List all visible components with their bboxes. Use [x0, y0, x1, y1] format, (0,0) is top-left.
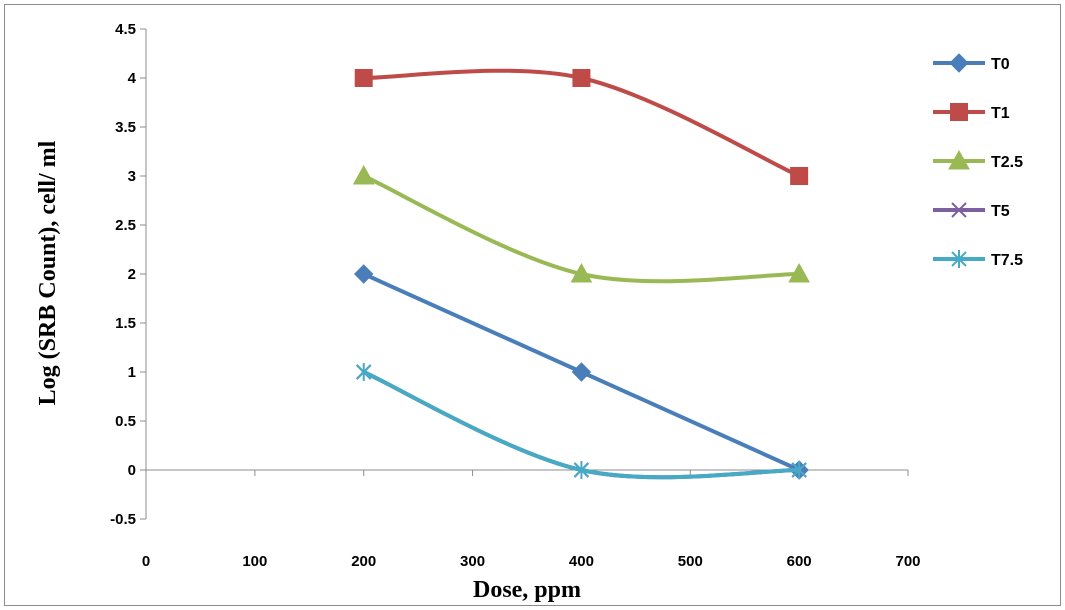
legend-label: T5: [991, 203, 1010, 220]
legend-marker: [948, 149, 970, 170]
legend-marker: [951, 250, 967, 268]
y-tick-label: 0: [128, 462, 136, 479]
x-tick-label: 100: [242, 553, 267, 570]
data-point: [354, 69, 373, 87]
data-point: [570, 262, 593, 283]
legend-entry: T1: [933, 103, 1010, 122]
series-T2.5: [352, 164, 810, 284]
y-tick-label: 3: [128, 168, 136, 185]
x-tick-label: 300: [460, 553, 485, 570]
legend-label: T2.5: [991, 154, 1023, 171]
legend-marker: [951, 202, 967, 218]
legend-entry: T7.5: [933, 250, 1023, 269]
y-tick-label: -0.5: [110, 511, 136, 528]
series-T7.5: [356, 363, 807, 480]
data-point: [791, 461, 807, 479]
legend-label: T1: [991, 105, 1010, 122]
x-tick-label: 0: [142, 553, 150, 570]
data-point: [573, 461, 590, 479]
y-tick-label: 1: [128, 364, 136, 381]
legend-entry: T5: [933, 202, 1010, 220]
y-tick-label: 4: [128, 70, 137, 87]
data-point: [571, 362, 592, 382]
y-axis-title: Log (SRB Count), cell/ ml: [35, 140, 61, 405]
x-tick-label: 600: [787, 553, 812, 570]
chart-border: [4, 4, 1061, 606]
y-tick-label: 1.5: [115, 315, 136, 332]
legend-label: T0: [991, 56, 1010, 73]
y-tick-label: 3.5: [115, 119, 136, 136]
legend-entry: T2.5: [933, 149, 1023, 171]
x-tick-label: 200: [351, 553, 376, 570]
data-point: [352, 164, 375, 185]
y-tick-label: 0.5: [115, 413, 136, 430]
data-point: [354, 264, 374, 284]
legend-marker: [950, 103, 968, 121]
series-T1: [354, 68, 809, 185]
x-tick-label: 400: [569, 553, 594, 570]
legend-entry: T0: [933, 53, 1010, 73]
y-tick-label: 2.5: [115, 217, 136, 234]
data-point: [356, 363, 372, 381]
x-tick-label: 700: [895, 553, 920, 570]
legend-marker: [949, 53, 969, 73]
x-tick-label: 500: [678, 553, 703, 570]
x-axis-title: Dose, ppm: [473, 577, 581, 603]
y-tick-label: 2: [128, 266, 136, 283]
y-tick-label: 4.5: [115, 21, 136, 38]
legend-label: T7.5: [991, 252, 1023, 269]
data-point: [572, 69, 591, 87]
data-point: [790, 167, 809, 185]
data-point: [788, 262, 810, 283]
